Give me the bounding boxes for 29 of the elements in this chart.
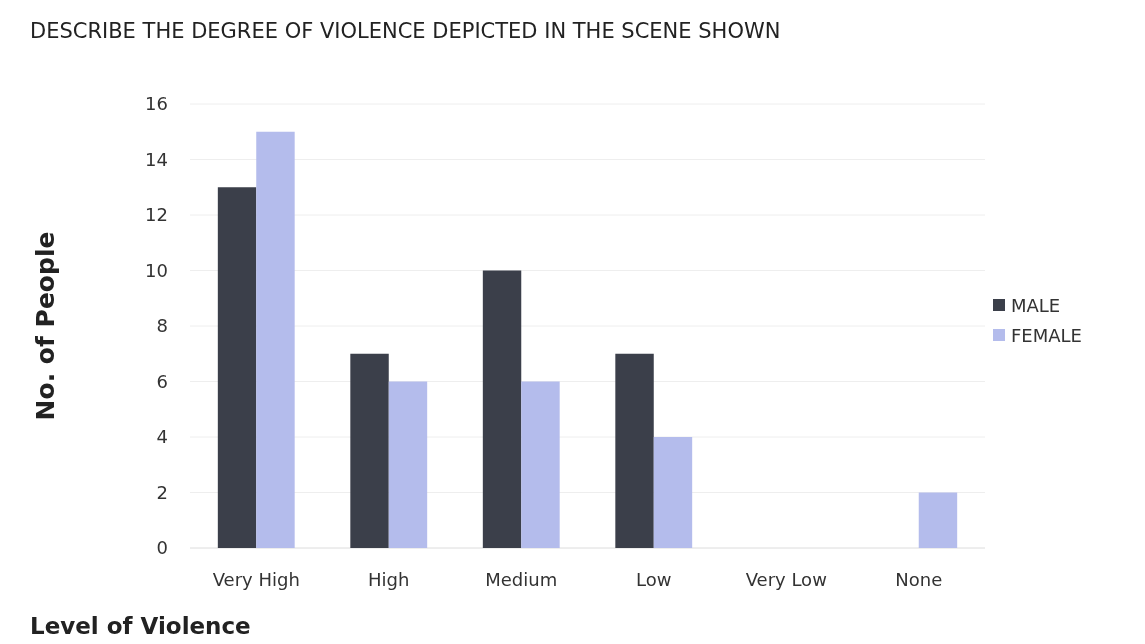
legend-label: FEMALE	[1011, 325, 1082, 347]
y-tick-label: 8	[156, 315, 168, 337]
y-tick-label: 6	[156, 370, 168, 392]
y-tick-label: 2	[156, 481, 168, 503]
x-tick-label: Medium	[485, 569, 558, 590]
bar	[217, 187, 257, 548]
x-tick-label: Low	[636, 569, 672, 590]
bar	[482, 270, 522, 548]
bar	[350, 353, 389, 548]
bar	[615, 353, 654, 548]
y-tick-label: 0	[156, 537, 168, 559]
chart-title: DESCRIBE THE DEGREE OF VIOLENCE DEPICTED IN THE SCENE SHOWN	[30, 19, 781, 43]
x-tick-label: None	[895, 569, 943, 590]
x-tick-label: Very High	[212, 569, 300, 590]
y-tick-label: 16	[145, 93, 168, 115]
x-tick-label: Very Low	[745, 569, 827, 590]
bar	[256, 131, 295, 548]
bar	[388, 381, 428, 548]
y-tick-label: 4	[156, 426, 168, 448]
bar	[653, 437, 693, 548]
x-tick-label: High	[368, 569, 410, 590]
y-tick-label: 14	[145, 148, 168, 170]
bar	[521, 381, 560, 548]
y-tick-label: 10	[145, 259, 168, 281]
y-axis-title: No. of People	[31, 231, 60, 421]
bar	[918, 492, 958, 548]
y-tick-label: 12	[145, 204, 168, 226]
legend-label: MALE	[1011, 295, 1061, 317]
x-axis-title: Level of Violence	[30, 613, 251, 639]
